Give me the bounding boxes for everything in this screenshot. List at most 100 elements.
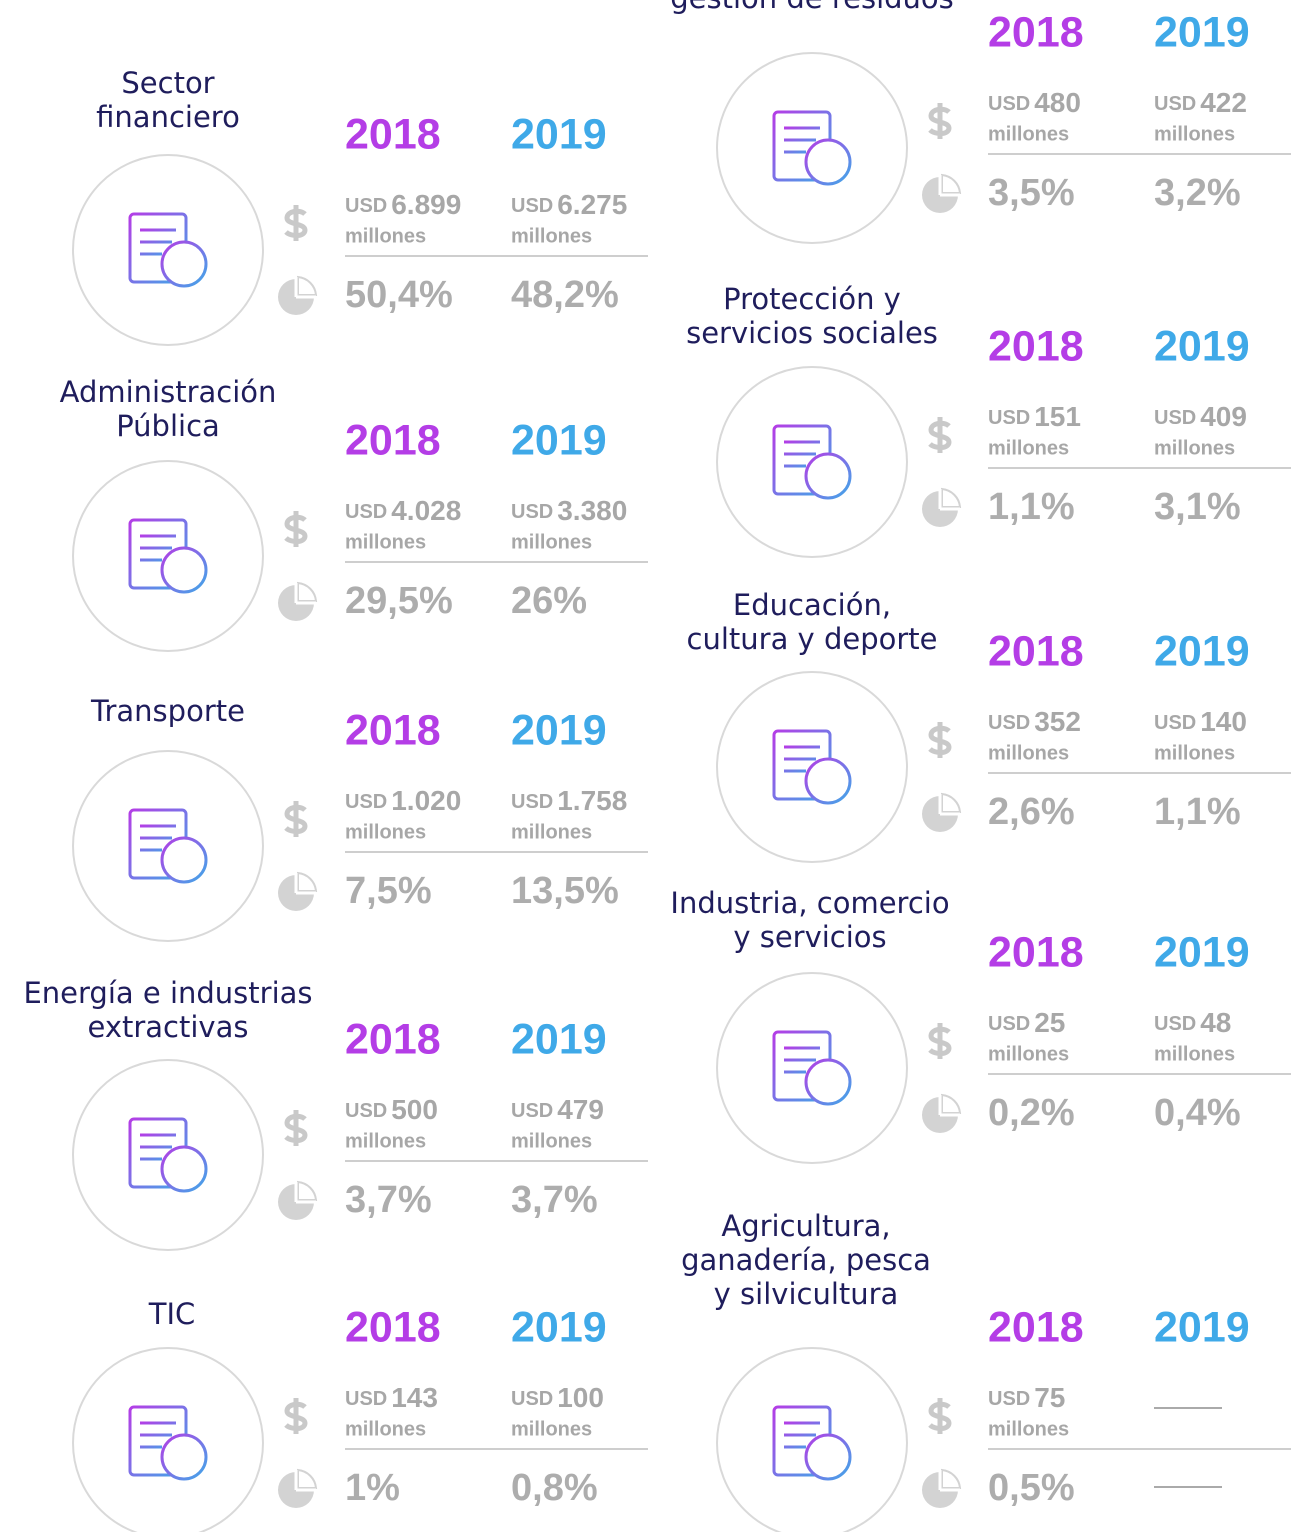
year: 2019 xyxy=(1154,627,1250,675)
currency: USD xyxy=(1154,1013,1196,1035)
sector-title: Administración xyxy=(60,375,277,409)
year: 2019 xyxy=(511,1303,607,1351)
amount-value: 1.020 xyxy=(391,785,461,816)
sector-icon xyxy=(128,1117,208,1193)
icon-shape xyxy=(140,824,176,852)
amount: USD 3.380 xyxy=(511,495,627,526)
unit: millones xyxy=(345,225,426,247)
amount: USD 500 xyxy=(345,1094,438,1125)
year: 2019 xyxy=(511,416,607,464)
icon-shape xyxy=(784,1046,820,1074)
currency: USD xyxy=(345,1388,387,1410)
icon-shape xyxy=(160,836,208,884)
unit: millones xyxy=(988,437,1069,459)
pie-gap xyxy=(938,489,960,511)
pie-wedge xyxy=(941,1093,962,1114)
pie-gap xyxy=(938,1095,960,1117)
dollar-icon xyxy=(928,1398,952,1434)
sector-icon xyxy=(128,1405,208,1481)
dollar-icon xyxy=(284,1398,308,1434)
icon-shape xyxy=(804,1433,852,1481)
amount: USD 1.758 xyxy=(511,785,627,816)
share: 13,5% xyxy=(511,870,619,912)
pie-wedge xyxy=(297,871,318,892)
pie-icon xyxy=(278,871,318,911)
currency: USD xyxy=(988,93,1030,115)
amount: USD 151 xyxy=(988,401,1081,432)
sector-icon xyxy=(772,729,852,805)
sector-title: servicios sociales xyxy=(686,316,938,350)
unit: millones xyxy=(511,1418,592,1440)
sector-title: Energía e industrias xyxy=(23,976,312,1010)
year: 2019 xyxy=(511,706,607,754)
pie-icon xyxy=(278,581,318,621)
year: 2019 xyxy=(511,110,607,158)
currency: USD xyxy=(345,1100,387,1122)
currency: USD xyxy=(988,407,1030,429)
amount-value: 500 xyxy=(391,1094,438,1125)
unit: millones xyxy=(511,531,592,553)
currency: USD xyxy=(1154,93,1196,115)
icon-shape xyxy=(160,1433,208,1481)
icon-shape xyxy=(784,126,820,154)
pie-icon xyxy=(922,1093,962,1133)
currency: USD xyxy=(988,1013,1030,1035)
amount-value: 151 xyxy=(1034,401,1081,432)
share: 1% xyxy=(345,1467,400,1509)
amount: USD 6.899 xyxy=(345,189,461,220)
sector-title: Industria, comercio xyxy=(670,886,949,920)
currency: USD xyxy=(345,501,387,523)
icon-circle xyxy=(72,460,264,652)
sector-title: y servicios xyxy=(733,920,886,954)
sector-title: y silvicultura xyxy=(714,1277,899,1311)
amount: USD 140 xyxy=(1154,706,1247,737)
pie-gap xyxy=(294,583,316,605)
amount: USD 6.275 xyxy=(511,189,627,220)
sector: gestión de residuos2018USD480millones3,5… xyxy=(670,0,1291,244)
sector-icon xyxy=(128,808,208,884)
amount-value: 480 xyxy=(1034,87,1081,118)
amount: USD 409 xyxy=(1154,401,1247,432)
pie-gap xyxy=(938,1470,960,1492)
share: 0,4% xyxy=(1154,1092,1241,1134)
sector-title: Transporte xyxy=(90,694,245,728)
amount: USD 75 xyxy=(988,1382,1065,1413)
share: 50,4% xyxy=(345,274,453,316)
unit: millones xyxy=(1154,123,1235,145)
year: 2018 xyxy=(988,928,1084,976)
share: 0,2% xyxy=(988,1092,1075,1134)
pie-icon xyxy=(278,275,318,315)
pie-icon xyxy=(278,1468,318,1508)
sector-title: Agricultura, xyxy=(721,1209,890,1243)
share: 0,5% xyxy=(988,1467,1075,1509)
unit: millones xyxy=(511,821,592,843)
dollar-icon xyxy=(284,511,308,547)
currency: USD xyxy=(1154,712,1196,734)
amount: USD 100 xyxy=(511,1382,604,1413)
amount-value: 25 xyxy=(1034,1007,1065,1038)
icon-shape xyxy=(140,1133,176,1161)
unit: millones xyxy=(988,742,1069,764)
amount-value: 422 xyxy=(1200,87,1247,118)
amount-value: 143 xyxy=(391,1382,438,1413)
currency: USD xyxy=(511,1100,553,1122)
share: 1,1% xyxy=(1154,791,1241,833)
icon-circle xyxy=(716,52,908,244)
icon-shape xyxy=(140,228,176,256)
icon-circle xyxy=(72,154,264,346)
share: 0,8% xyxy=(511,1467,598,1509)
year: 2018 xyxy=(345,706,441,754)
amount: USD 4.028 xyxy=(345,495,461,526)
dollar-icon xyxy=(284,1110,308,1146)
icon-shape xyxy=(804,452,852,500)
dollar-icon xyxy=(284,205,308,241)
unit: millones xyxy=(511,225,592,247)
amount-value: 6.899 xyxy=(391,189,461,220)
icon-shape xyxy=(160,546,208,594)
amount-value: 1.758 xyxy=(557,785,627,816)
unit: millones xyxy=(345,531,426,553)
pie-wedge xyxy=(297,275,318,296)
